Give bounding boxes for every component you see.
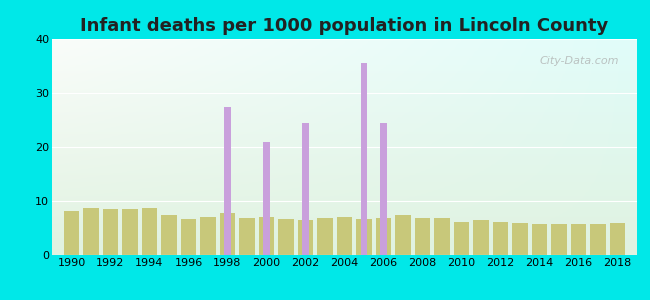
Bar — [590, 224, 606, 255]
Bar — [239, 218, 255, 255]
Bar — [220, 213, 235, 255]
Bar — [610, 223, 625, 255]
Bar — [200, 217, 216, 255]
Bar — [434, 218, 450, 255]
Bar — [161, 215, 177, 255]
Bar — [298, 220, 313, 255]
Bar — [532, 224, 547, 255]
Bar — [259, 217, 274, 255]
Bar — [415, 218, 430, 255]
Bar — [571, 224, 586, 255]
Bar — [380, 123, 387, 255]
Bar — [493, 222, 508, 255]
Bar — [224, 106, 231, 255]
Bar — [512, 223, 528, 255]
Bar — [181, 219, 196, 255]
Bar — [278, 219, 294, 255]
Bar — [376, 218, 391, 255]
Bar — [395, 214, 411, 255]
Bar — [263, 142, 270, 255]
Bar — [142, 208, 157, 255]
Bar — [356, 219, 372, 255]
Bar — [302, 123, 309, 255]
Bar — [64, 211, 79, 255]
Bar — [103, 209, 118, 255]
Bar — [337, 217, 352, 255]
Bar — [454, 221, 469, 255]
Bar — [361, 63, 367, 255]
Bar — [551, 224, 567, 255]
Bar — [83, 208, 99, 255]
Text: City-Data.com: City-Data.com — [540, 56, 619, 66]
Bar — [122, 209, 138, 255]
Bar — [317, 218, 333, 255]
Bar — [473, 220, 489, 255]
Title: Infant deaths per 1000 population in Lincoln County: Infant deaths per 1000 population in Lin… — [81, 17, 608, 35]
